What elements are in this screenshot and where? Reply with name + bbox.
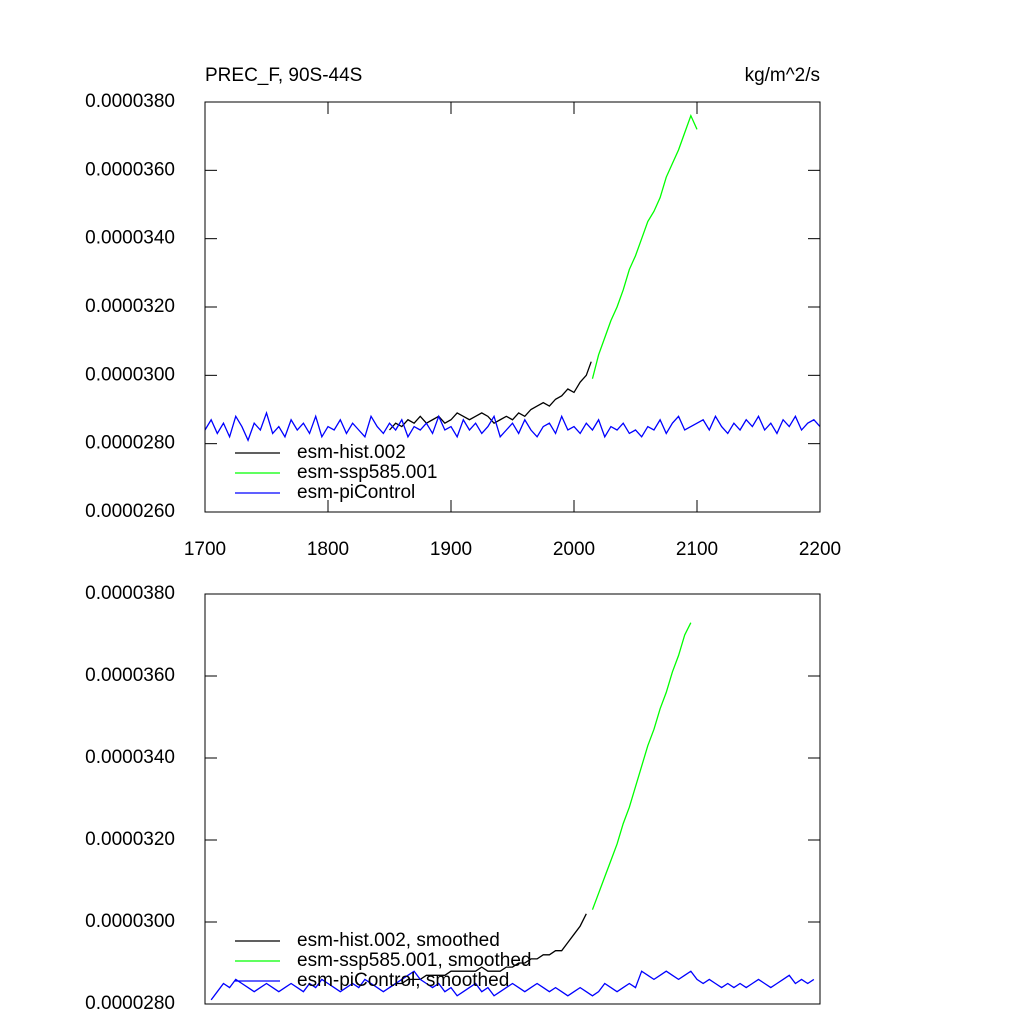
y-tick-label: 0.0000340 <box>85 747 175 768</box>
y-tick-label: 0.0000380 <box>85 583 175 604</box>
legend-label: esm-hist.002 <box>297 442 406 463</box>
data-line <box>591 622 692 910</box>
x-tick-label: 1900 <box>430 539 472 560</box>
y-tick-label: 0.0000380 <box>85 91 175 112</box>
y-tick-label: 0.0000260 <box>85 501 175 522</box>
data-line <box>204 410 821 442</box>
legend-label: esm-hist.002, smoothed <box>297 930 500 951</box>
y-tick-label: 0.0000320 <box>85 296 175 317</box>
units-label: kg/m^2/s <box>745 65 820 86</box>
x-tick-label: 1800 <box>307 539 349 560</box>
y-tick-label: 0.0000340 <box>85 228 175 249</box>
data-line <box>591 113 698 379</box>
data-line <box>389 361 592 431</box>
legend-label: esm-ssp585.001 <box>297 462 437 483</box>
x-tick-label: 1700 <box>184 539 226 560</box>
y-tick-label: 0.0000300 <box>85 911 175 932</box>
legend-label: esm-piControl <box>297 482 415 503</box>
x-tick-label: 2000 <box>553 539 595 560</box>
chart-title: PREC_F, 90S-44S <box>205 65 362 86</box>
y-tick-label: 0.0000360 <box>85 665 175 686</box>
data-line <box>389 913 587 989</box>
y-tick-label: 0.0000280 <box>85 993 175 1014</box>
data-line <box>210 970 815 1001</box>
x-tick-label: 2200 <box>799 539 841 560</box>
y-tick-label: 0.0000300 <box>85 364 175 385</box>
y-tick-label: 0.0000280 <box>85 433 175 454</box>
plot-frame <box>204 593 821 1005</box>
legend-label: esm-ssp585.001, smoothed <box>297 950 531 971</box>
y-tick-label: 0.0000360 <box>85 159 175 180</box>
x-tick-label: 2100 <box>676 539 718 560</box>
legend-label: esm-piControl, smoothed <box>297 970 509 991</box>
y-tick-label: 0.0000320 <box>85 829 175 850</box>
